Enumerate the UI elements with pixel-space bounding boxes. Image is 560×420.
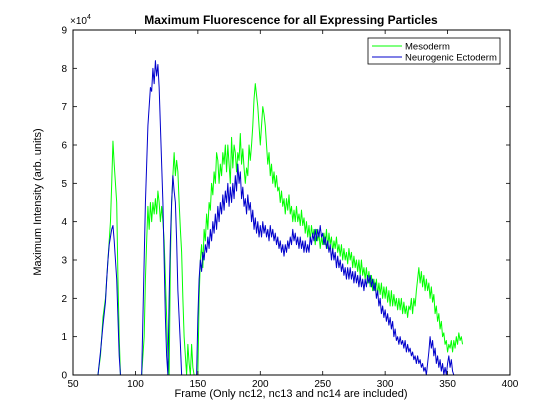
x-tick-label: 350 [439, 379, 456, 390]
y-tick-label: 1 [61, 332, 67, 343]
x-tick-label: 200 [252, 379, 269, 390]
y-tick-label: 9 [61, 26, 67, 37]
x-tick-label: 400 [502, 379, 519, 390]
y-axis-label: Maximum Intensity (arb. units) [32, 128, 44, 275]
y-tick-label: 8 [61, 64, 67, 75]
chart-title: Maximum Fluorescence for all Expressing … [144, 13, 438, 27]
y-axis-ticks: 0 1 2 3 4 5 6 7 8 9 [61, 26, 510, 382]
x-axis-label: Frame (Only nc12, nc13 and nc14 are incl… [175, 388, 408, 400]
y-tick-label: 3 [61, 256, 67, 267]
x-axis-ticks: 50 100 150 200 250 300 350 400 [67, 30, 519, 390]
axes-box [72, 29, 511, 376]
y-tick-label: 2 [61, 294, 67, 305]
legend: Mesoderm Neurogenic Ectoderm [367, 37, 501, 65]
x-tick-label: 150 [190, 379, 207, 390]
x-tick-label: 100 [127, 379, 144, 390]
series-layer [97, 60, 464, 375]
y-tick-label: 5 [61, 179, 67, 190]
plot-area [72, 29, 511, 376]
legend-box [367, 37, 501, 65]
series-line-mesoderm [97, 83, 464, 375]
y-tick-label: 0 [61, 371, 67, 382]
x-tick-label: 50 [67, 379, 79, 390]
legend-label-mesoderm: Mesoderm [405, 42, 450, 53]
y-axis-multiplier: ×104 [70, 14, 91, 27]
y-tick-label: 6 [61, 141, 67, 152]
series-line-neurogenic-ectoderm [97, 60, 455, 375]
x-tick-label: 300 [377, 379, 394, 390]
y-tick-label: 7 [61, 102, 67, 113]
y-tick-label: 4 [61, 217, 67, 228]
x-tick-label: 250 [314, 379, 331, 390]
legend-label-neurogenic-ectoderm: Neurogenic Ectoderm [405, 53, 497, 64]
